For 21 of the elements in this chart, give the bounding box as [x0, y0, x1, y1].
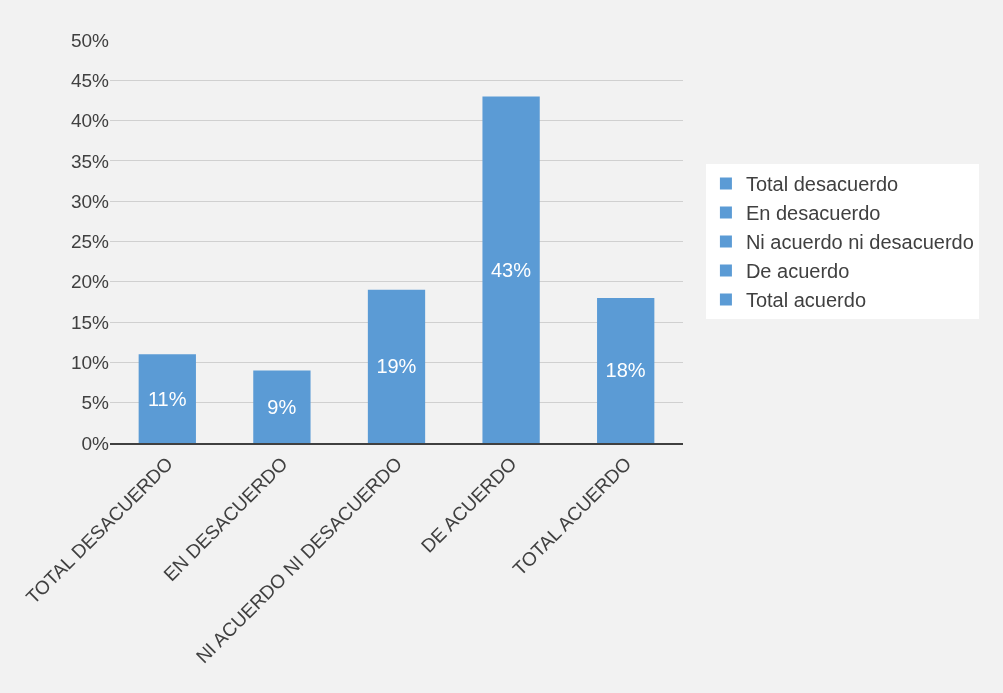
data-label: 18% [605, 359, 646, 382]
y-tick-label: 20% [70, 271, 110, 293]
data-label: 19% [376, 355, 417, 378]
y-tick-label: 35% [70, 150, 110, 172]
y-tick-label: 40% [70, 110, 110, 132]
data-label: 43% [490, 258, 532, 281]
legend-label: Total desacuerdo [745, 173, 899, 196]
legend-label: Ni acuerdo ni desacuerdo [745, 231, 974, 254]
legend-label: Total acuerdo [745, 289, 866, 312]
legend-label: En desacuerdo [745, 202, 881, 225]
data-label: 9% [267, 395, 297, 418]
data-label: 11% [147, 387, 187, 410]
y-tick-label: 0% [81, 432, 110, 454]
legend-label: De acuerdo [745, 260, 850, 283]
y-tick-label: 5% [81, 392, 110, 414]
y-tick-label: 25% [70, 231, 110, 253]
y-tick-label: 15% [70, 311, 110, 333]
y-tick-label: 10% [70, 352, 110, 374]
y-tick-label: 50% [70, 29, 110, 51]
y-tick-label: 30% [70, 190, 110, 212]
y-tick-label: 45% [70, 69, 110, 91]
